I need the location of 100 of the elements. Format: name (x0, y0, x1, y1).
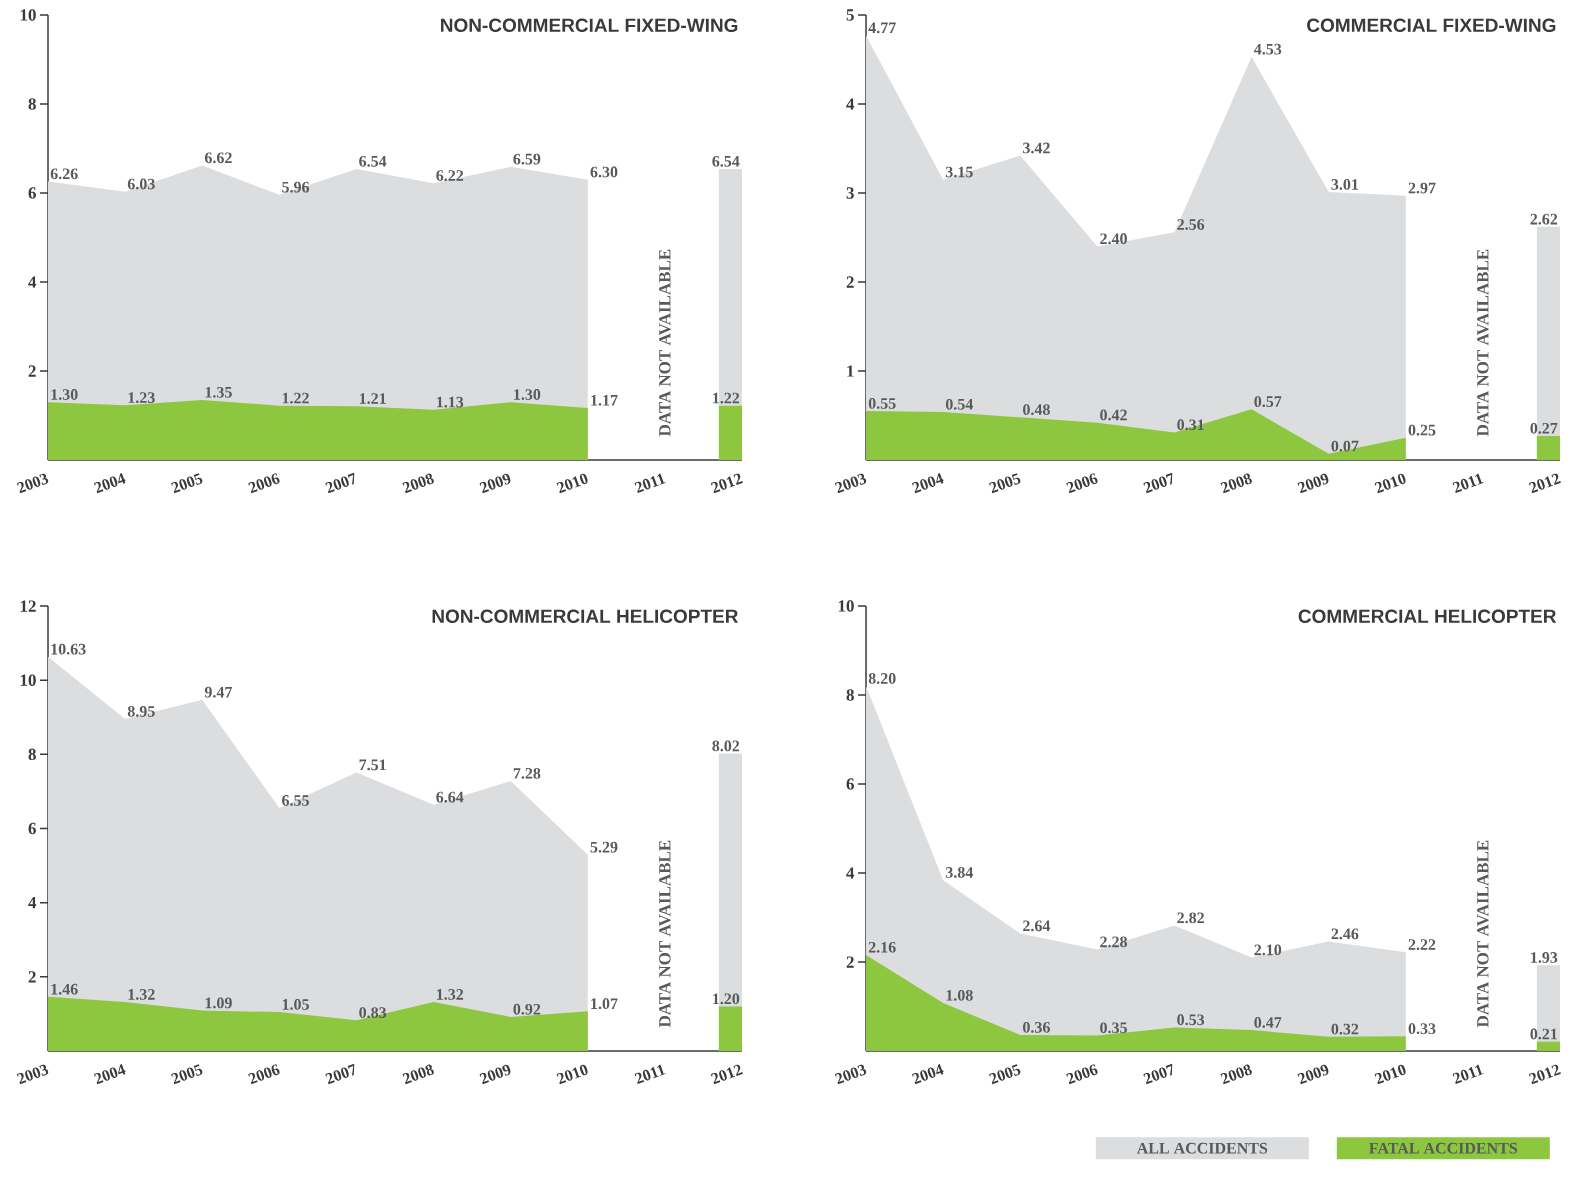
data-label: 3.42 (1023, 142, 1050, 154)
data-label: 6.59 (513, 153, 541, 165)
data-label: 8.20 (868, 673, 896, 684)
data-label: 0.21 (1530, 1028, 1557, 1040)
data-label: 1.35 (205, 386, 232, 398)
data-label: 0.42 (1100, 409, 1127, 421)
x-tick-label: 2006 (1066, 473, 1098, 494)
data-label: 1.21 (359, 393, 386, 404)
y-tick-label: 4 (28, 276, 37, 288)
data-label: 6.30 (590, 166, 618, 178)
data-label: 1.22 (282, 392, 309, 404)
x-tick-label: 2009 (479, 473, 511, 494)
data-label: 4.77 (868, 22, 896, 34)
data-label: 2.40 (1100, 233, 1127, 245)
x-tick-label: 2011 (634, 473, 666, 493)
data-label: 2.10 (1254, 944, 1282, 956)
x-tick-label: 2009 (1297, 473, 1329, 494)
x-tick-label: 2004 (912, 473, 944, 494)
data-label: 2.62 (1530, 213, 1558, 225)
x-tick-label: 2007 (325, 472, 355, 494)
data-label: 1.05 (282, 999, 309, 1010)
x-tick-label: 2004 (94, 1064, 126, 1085)
x-tick-label: 2006 (1066, 1064, 1098, 1085)
data-label: 2.46 (1331, 928, 1359, 940)
data-label: 2.64 (1023, 920, 1051, 932)
data-label: 0.35 (1100, 1022, 1127, 1034)
data-label: 0.92 (513, 1003, 541, 1015)
y-tick-label: 4 (846, 867, 855, 879)
y-tick-label: 4 (846, 98, 855, 110)
data-label: 10.63 (51, 643, 86, 655)
data-label: 9.47 (204, 686, 233, 698)
data-label: 0.55 (868, 398, 896, 409)
x-tick-label: 2003 (16, 473, 49, 494)
chart-title: NON-COMMERCIAL FIXED-WING (441, 18, 738, 32)
data-label: 0.48 (1023, 404, 1050, 416)
data-label: 0.53 (1177, 1014, 1205, 1026)
data-label: 6.55 (282, 795, 309, 806)
data-label: 3.15 (945, 166, 973, 178)
data-label: 1.09 (205, 997, 232, 1009)
data-label: 1.32 (437, 989, 464, 1000)
data-label: 1.20 (713, 993, 740, 1005)
annotation: DATA NOT AVAILABLE (659, 840, 671, 1028)
data-label: 1.22 (713, 392, 740, 404)
data-label: 4.53 (1253, 43, 1282, 55)
y-tick-label: 6 (28, 822, 36, 835)
x-tick-label: 2006 (248, 1064, 280, 1085)
data-label: 1.30 (514, 389, 541, 400)
data-label: 7.28 (513, 767, 541, 779)
x-tick-label: 2010 (1374, 1064, 1406, 1085)
text: ALL ACCIDENTS (1136, 1142, 1268, 1154)
y-tick-label: 8 (28, 748, 36, 761)
x-tick-label: 2009 (1297, 1064, 1329, 1085)
data-label: 2.16 (868, 941, 896, 953)
data-label: 1.30 (51, 389, 78, 400)
data-label: 5.96 (282, 181, 310, 193)
data-label: 0.54 (945, 398, 974, 410)
x-tick-label: 2008 (402, 473, 434, 494)
x-tick-label: 2006 (248, 473, 280, 494)
data-label: 6.03 (127, 178, 155, 190)
y-tick-label: 6 (846, 778, 854, 790)
data-label: 1.08 (946, 989, 973, 1001)
x-tick-label: 2004 (912, 1064, 944, 1085)
data-label: 0.25 (1408, 424, 1436, 436)
x-tick-label: 2010 (1374, 473, 1406, 494)
data-label: 2.97 (1408, 182, 1436, 194)
data-label: 1.32 (128, 989, 155, 1000)
y-tick-label: 2 (28, 365, 36, 377)
x-tick-label: 2012 (1528, 473, 1561, 494)
x-tick-label: 2010 (556, 473, 588, 494)
chart-title: NON-COMMERCIAL HELICOPTER (432, 609, 739, 623)
y-tick-label: 12 (20, 600, 36, 612)
data-label: 2.82 (1177, 912, 1204, 924)
data-label: 7.51 (359, 759, 386, 771)
x-tick-label: 2005 (989, 1064, 1021, 1085)
chart-title: COMMERCIAL FIXED-WING (1307, 18, 1556, 32)
y-tick-label: 2 (28, 971, 36, 983)
data-label: 3.01 (1331, 179, 1359, 190)
data-label: 6.54 (712, 155, 740, 167)
data-label: 6.62 (204, 152, 232, 164)
y-tick-label: 8 (846, 689, 854, 701)
data-label: 1.07 (591, 998, 618, 1010)
y-tick-label: 1 (847, 365, 854, 377)
data-label: 6.64 (436, 791, 464, 803)
x-tick-label: 2005 (171, 1064, 203, 1085)
y-tick-label: 6 (28, 187, 36, 199)
x-tick-label: 2003 (834, 473, 867, 494)
x-tick-label: 2007 (325, 1063, 355, 1085)
data-label: 1.93 (1531, 952, 1558, 963)
data-label: 6.26 (50, 168, 78, 180)
data-label: 0.47 (1254, 1017, 1282, 1028)
x-tick-label: 2004 (94, 473, 126, 494)
y-tick-label: 2 (846, 956, 854, 968)
data-label: 1.46 (51, 983, 78, 995)
x-tick-label: 2011 (1452, 1064, 1484, 1084)
data-label: 2.56 (1177, 219, 1205, 230)
data-label: 0.83 (359, 1007, 387, 1019)
x-tick-label: 2005 (171, 473, 203, 494)
x-tick-label: 2012 (710, 473, 743, 494)
data-label: 2.22 (1408, 939, 1436, 951)
data-label: 0.07 (1331, 440, 1359, 452)
